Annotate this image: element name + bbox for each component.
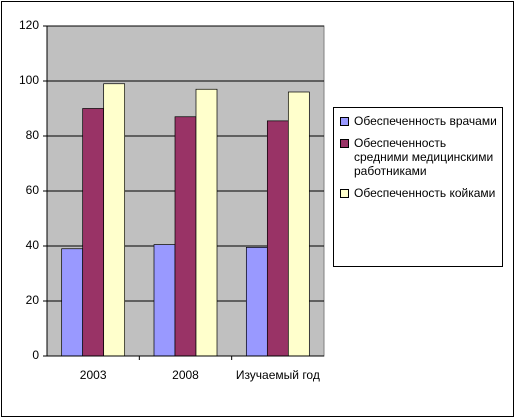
x-tick-label: 2008 (172, 368, 199, 382)
bar (266, 120, 289, 357)
bar (103, 83, 126, 357)
bar (82, 108, 105, 357)
y-tick-label: 20 (26, 293, 40, 307)
y-tick-label: 100 (19, 73, 39, 87)
legend-entry: Обеспеченность койками (338, 186, 498, 200)
legend-label: Обеспеченность койками (354, 186, 496, 200)
bar (195, 88, 218, 357)
legend-entry: Обеспеченность врачами (338, 114, 498, 128)
y-tick-label: 0 (32, 348, 39, 362)
x-tick-label: Изучаемый год (235, 368, 320, 382)
bar (153, 244, 176, 357)
bar (287, 91, 310, 357)
legend-label: Обеспеченность врачами (354, 114, 497, 128)
legend-swatch (340, 189, 349, 198)
legend: Обеспеченность врачами Обеспеченность сре… (333, 107, 503, 267)
legend-entry: Обеспеченность средними медицинскими раб… (338, 136, 498, 178)
bar (61, 248, 84, 357)
legend-swatch (340, 117, 349, 126)
legend-swatch (340, 139, 349, 148)
bar (245, 247, 268, 357)
x-tick-label: 2003 (79, 368, 107, 382)
y-tick-label: 80 (26, 128, 40, 142)
legend-label: Обеспеченность средними медицинскими раб… (354, 136, 494, 178)
y-tick-label: 40 (26, 238, 40, 252)
bar (174, 116, 197, 357)
y-tick-label: 60 (26, 183, 40, 197)
y-tick-label: 120 (19, 18, 39, 32)
